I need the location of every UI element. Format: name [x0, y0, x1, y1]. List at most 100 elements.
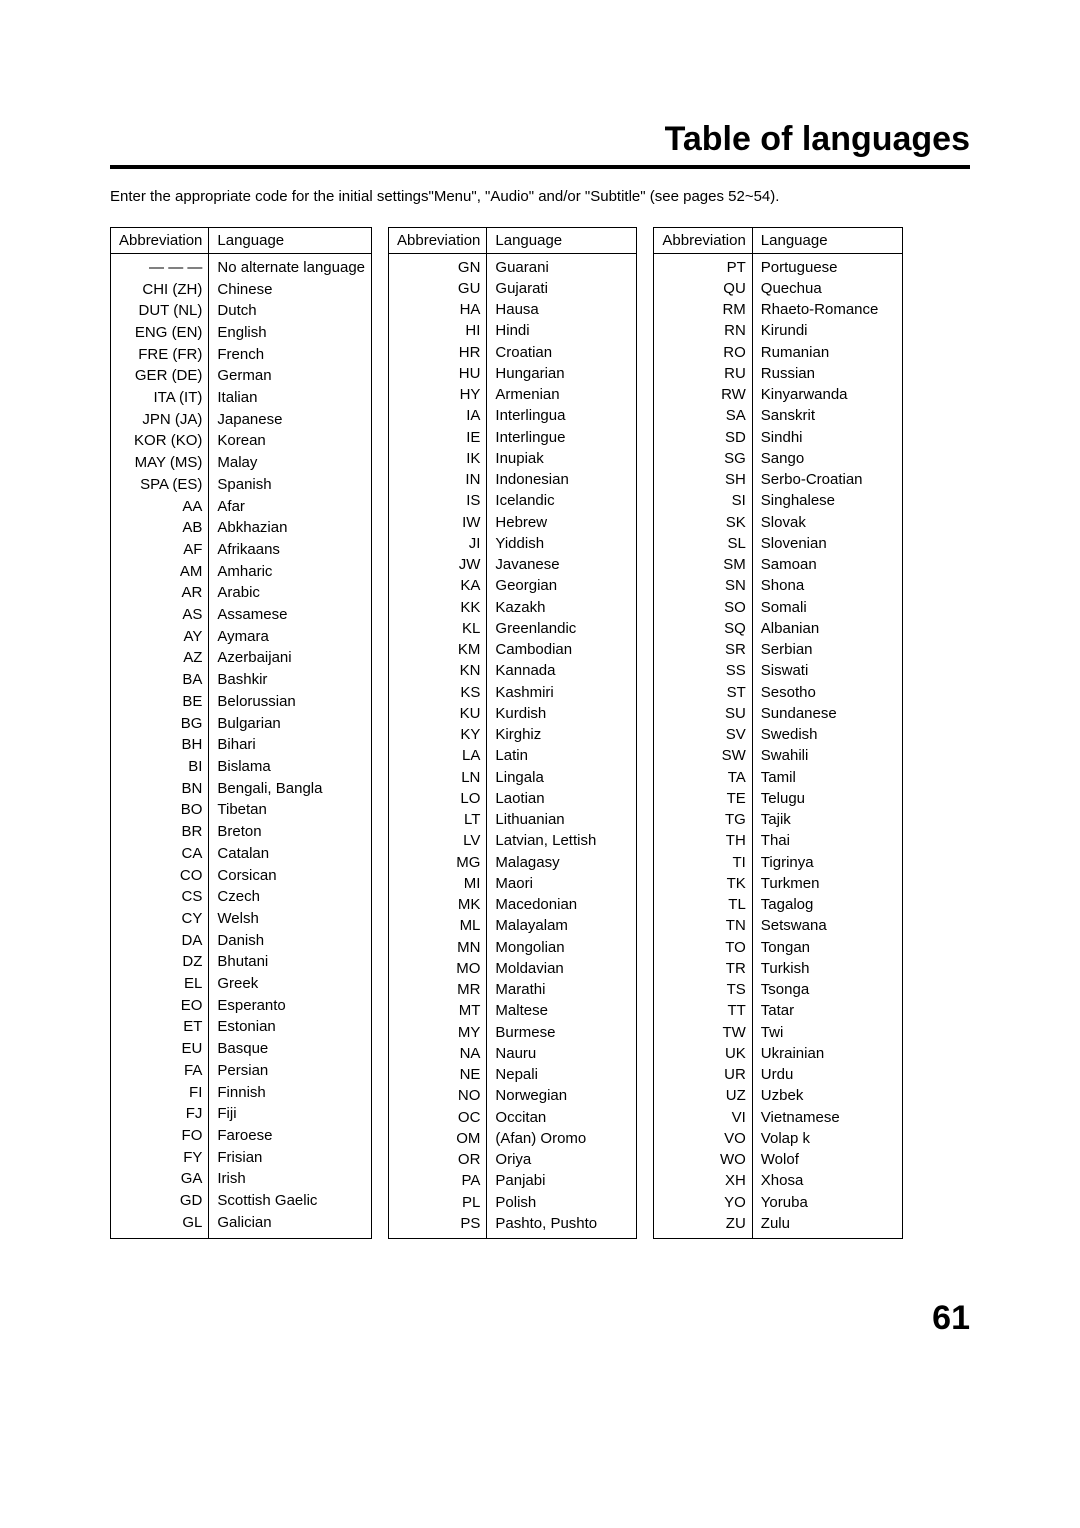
- language-cell: Thai: [752, 831, 902, 852]
- table-row: INIndonesian: [389, 470, 637, 491]
- abbr-cell: RM: [654, 300, 752, 321]
- table-row: TETelugu: [654, 788, 902, 809]
- abbr-cell: HA: [389, 300, 487, 321]
- table-row: ZUZulu: [654, 1213, 902, 1238]
- language-cell: Telugu: [752, 788, 902, 809]
- language-cell: Kurdish: [487, 703, 637, 724]
- language-cell: Faroese: [209, 1125, 372, 1147]
- language-cell: Armenian: [487, 385, 637, 406]
- abbr-cell: ITA (IT): [111, 387, 209, 409]
- table-row: RWKinyarwanda: [654, 385, 902, 406]
- language-cell: Guarani: [487, 253, 637, 278]
- table-row: IWHebrew: [389, 512, 637, 533]
- language-cell: Afar: [209, 496, 372, 518]
- language-cell: Irish: [209, 1169, 372, 1191]
- abbr-cell: OC: [389, 1107, 487, 1128]
- abbr-cell: SO: [654, 597, 752, 618]
- table-row: ABAbkhazian: [111, 518, 372, 540]
- table-row: SLSlovenian: [654, 533, 902, 554]
- language-cell: Singhalese: [752, 491, 902, 512]
- table-row: AFAfrikaans: [111, 539, 372, 561]
- language-cell: Esperanto: [209, 995, 372, 1017]
- table-row: RNKirundi: [654, 321, 902, 342]
- table-row: EOEsperanto: [111, 995, 372, 1017]
- language-table-1: AbbreviationLanguageGNGuaraniGUGujaratiH…: [388, 227, 637, 1240]
- language-cell: Panjabi: [487, 1171, 637, 1192]
- abbr-cell: TG: [654, 810, 752, 831]
- abbr-cell: BR: [111, 821, 209, 843]
- language-cell: Assamese: [209, 604, 372, 626]
- abbr-cell: SQ: [654, 618, 752, 639]
- table-row: ASAssamese: [111, 604, 372, 626]
- table-row: WOWolof: [654, 1150, 902, 1171]
- table-row: SMSamoan: [654, 555, 902, 576]
- table-row: QUQuechua: [654, 278, 902, 299]
- abbr-cell: IS: [389, 491, 487, 512]
- language-cell: Finnish: [209, 1082, 372, 1104]
- language-cell: Tigrinya: [752, 852, 902, 873]
- table-row: CYWelsh: [111, 908, 372, 930]
- table-row: DUT (NL)Dutch: [111, 301, 372, 323]
- table-row: KMCambodian: [389, 640, 637, 661]
- table-row: JPN (JA)Japanese: [111, 409, 372, 431]
- language-cell: Kannada: [487, 661, 637, 682]
- table-row: GER (DE)German: [111, 366, 372, 388]
- abbr-cell: MG: [389, 852, 487, 873]
- language-cell: Serbo-Croatian: [752, 470, 902, 491]
- language-cell: Swahili: [752, 746, 902, 767]
- abbr-cell: IK: [389, 448, 487, 469]
- table-row: KLGreenlandic: [389, 618, 637, 639]
- abbr-cell: JPN (JA): [111, 409, 209, 431]
- language-cell: Indonesian: [487, 470, 637, 491]
- language-cell: Bhutani: [209, 952, 372, 974]
- abbr-cell: XH: [654, 1171, 752, 1192]
- abbr-cell: KU: [389, 703, 487, 724]
- abbr-cell: NE: [389, 1065, 487, 1086]
- table-row: GAIrish: [111, 1169, 372, 1191]
- column-header-abbr: Abbreviation: [654, 227, 752, 253]
- language-cell: Turkish: [752, 958, 902, 979]
- abbr-cell: ST: [654, 682, 752, 703]
- table-row: ARArabic: [111, 583, 372, 605]
- table-row: TGTajik: [654, 810, 902, 831]
- language-cell: Rumanian: [752, 342, 902, 363]
- abbr-cell: TN: [654, 916, 752, 937]
- language-cell: Amharic: [209, 561, 372, 583]
- table-row: KOR (KO)Korean: [111, 431, 372, 453]
- abbr-cell: UR: [654, 1065, 752, 1086]
- language-cell: Tagalog: [752, 895, 902, 916]
- table-row: LTLithuanian: [389, 810, 637, 831]
- table-row: TITigrinya: [654, 852, 902, 873]
- abbr-cell: GA: [111, 1169, 209, 1191]
- abbr-cell: TO: [654, 937, 752, 958]
- abbr-cell: AF: [111, 539, 209, 561]
- language-cell: Zulu: [752, 1213, 902, 1238]
- abbr-cell: GN: [389, 253, 487, 278]
- language-cell: Korean: [209, 431, 372, 453]
- abbr-cell: TW: [654, 1022, 752, 1043]
- table-row: BEBelorussian: [111, 691, 372, 713]
- abbr-cell: SV: [654, 725, 752, 746]
- language-cell: Maltese: [487, 1001, 637, 1022]
- language-cell: Mongolian: [487, 937, 637, 958]
- abbr-cell: IA: [389, 406, 487, 427]
- abbr-cell: KA: [389, 576, 487, 597]
- language-cell: Burmese: [487, 1022, 637, 1043]
- language-cell: Gujarati: [487, 278, 637, 299]
- abbr-cell: SK: [654, 512, 752, 533]
- language-cell: Sindhi: [752, 427, 902, 448]
- language-cell: Danish: [209, 930, 372, 952]
- table-row: MGMalagasy: [389, 852, 637, 873]
- page-title: Table of languages: [110, 120, 970, 159]
- abbr-cell: BA: [111, 669, 209, 691]
- language-cell: Chinese: [209, 279, 372, 301]
- abbr-cell: TA: [654, 767, 752, 788]
- abbr-cell: FI: [111, 1082, 209, 1104]
- abbr-cell: AM: [111, 561, 209, 583]
- table-row: OROriya: [389, 1150, 637, 1171]
- table-row: LVLatvian, Lettish: [389, 831, 637, 852]
- language-cell: Swedish: [752, 725, 902, 746]
- table-row: AZAzerbaijani: [111, 648, 372, 670]
- table-row: AAAfar: [111, 496, 372, 518]
- table-row: RORumanian: [654, 342, 902, 363]
